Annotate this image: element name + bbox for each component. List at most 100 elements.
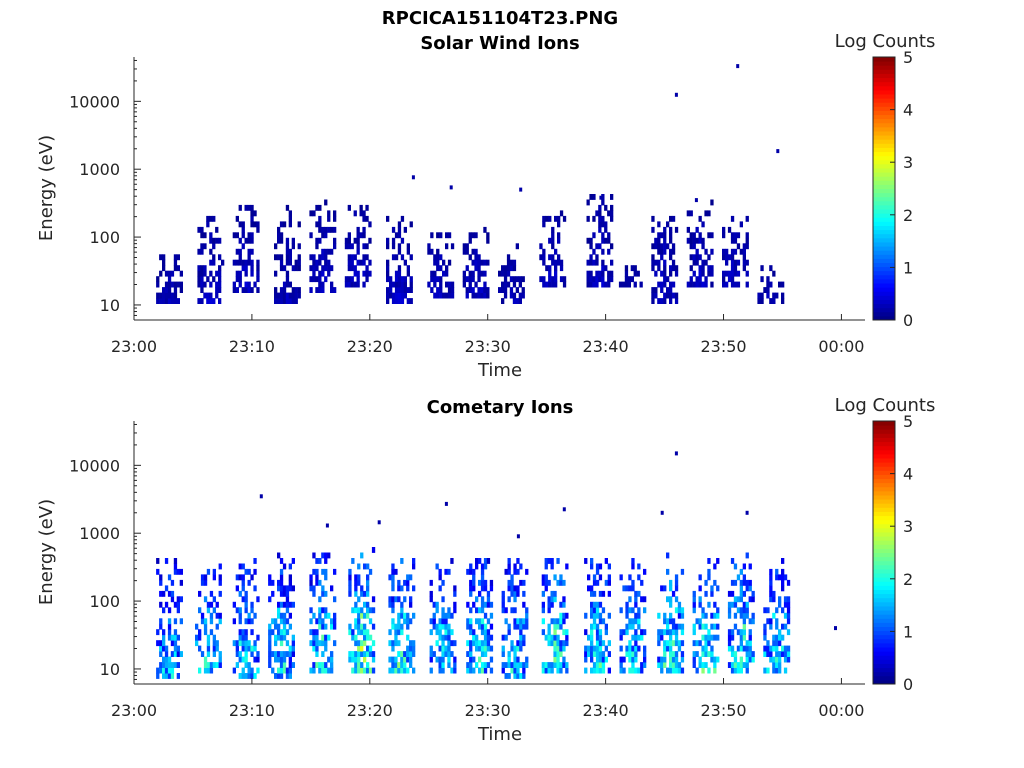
panel2-cell — [769, 568, 773, 575]
panel1-cell — [403, 226, 407, 233]
panel1-cell — [282, 265, 287, 272]
panel1-cell — [698, 237, 702, 244]
panel2-burst — [429, 558, 457, 674]
panel1-cell — [285, 281, 290, 288]
panel1-cell — [601, 265, 605, 272]
panel1-cell — [232, 232, 236, 239]
panel2-cell — [716, 585, 720, 592]
panel1-cell — [212, 276, 216, 283]
panel2-cell — [198, 634, 202, 641]
panel2-cell — [736, 662, 741, 668]
panel2-cell — [590, 629, 594, 636]
panel1-title: Solar Wind Ions — [420, 33, 579, 54]
panel1-cell — [218, 237, 222, 244]
panel2-cell — [324, 568, 328, 575]
panel2-cell — [483, 579, 488, 586]
panel1-cell — [400, 215, 405, 222]
panel1-cell — [557, 254, 561, 261]
panel2-cell — [550, 634, 554, 641]
panel2-cell — [739, 640, 743, 647]
panel2-xtick-label: 23:40 — [583, 701, 629, 720]
panel1-cell — [506, 270, 511, 277]
panel2-cell — [590, 563, 594, 570]
panel1-cell — [698, 232, 702, 239]
panel2-cell — [447, 634, 451, 641]
panel2-cell — [478, 667, 482, 674]
panel2-cell — [480, 645, 485, 652]
panel2-cell — [525, 612, 529, 619]
panel2-cell — [453, 585, 457, 592]
panel2-cell — [625, 629, 629, 636]
panel1-cell — [212, 237, 216, 244]
panel2-cell — [775, 651, 779, 657]
panel2-cell — [562, 629, 566, 636]
panel1-cell — [730, 237, 735, 244]
panel2-point — [660, 510, 664, 515]
panel2-cell — [781, 634, 785, 641]
panel2-cell — [176, 673, 180, 679]
panel2-cell — [604, 558, 608, 564]
panel2-cell — [363, 629, 367, 636]
panel2-cell — [584, 558, 588, 564]
panel2-cell — [480, 618, 485, 625]
panel2-cell — [412, 558, 416, 564]
panel2-cell — [769, 651, 773, 657]
panel2-cell — [409, 656, 413, 663]
panel2-cell — [429, 590, 433, 597]
panel1-point — [694, 198, 698, 203]
panel1-cell — [695, 254, 699, 261]
panel2-cell — [598, 651, 603, 657]
panel2-cell — [786, 645, 791, 652]
panel2-cell — [354, 651, 358, 657]
panel2-burst — [195, 563, 222, 674]
panel2-cell — [778, 640, 782, 647]
panel2-cell — [400, 662, 404, 668]
panel2-cell — [592, 645, 597, 652]
panel1-cell — [601, 281, 605, 288]
panel1-cell — [695, 259, 699, 266]
panel2-colorbar-step — [873, 638, 895, 644]
panel1-cell — [282, 292, 287, 299]
panel2-cell — [315, 645, 319, 652]
panel1-cell — [333, 226, 337, 233]
panel2-cell — [475, 634, 479, 641]
panel1-cell — [218, 276, 222, 283]
panel2-cell — [547, 558, 551, 564]
panel2-cell — [541, 590, 545, 597]
panel2-cell — [559, 612, 563, 619]
panel2-cell — [209, 612, 214, 619]
panel2-cell — [324, 634, 328, 641]
panel1-cell — [347, 232, 351, 239]
panel1-cell — [386, 259, 390, 266]
panel1-cell — [321, 287, 325, 293]
panel2-cell — [643, 568, 647, 575]
panel1-cell — [521, 287, 525, 293]
panel2-cell — [660, 629, 664, 636]
panel1-cell — [462, 248, 466, 255]
panel2-cell — [315, 651, 319, 657]
panel2-cell — [507, 673, 511, 679]
panel1-cell — [347, 243, 351, 250]
panel1-cell — [433, 281, 437, 288]
panel2-colorbar-tick-label: 4 — [903, 465, 913, 484]
panel1-colorbar-step — [873, 278, 895, 284]
panel2-cell — [397, 623, 401, 630]
panel2-cell — [486, 629, 491, 636]
panel2-cell — [309, 629, 313, 636]
panel2-cell — [164, 585, 169, 592]
panel2-cell — [745, 601, 749, 608]
panel2-colorbar-step — [873, 437, 895, 443]
panel2-colorbar-step — [873, 675, 895, 681]
panel2-cell — [212, 634, 216, 641]
panel2-cell — [391, 645, 395, 652]
panel2-cell — [595, 629, 600, 636]
panel1-cell — [397, 232, 402, 239]
panel2-cell — [466, 623, 470, 630]
panel2-cell — [598, 656, 603, 663]
panel2-cell — [522, 673, 526, 679]
panel2-cell — [559, 623, 563, 630]
panel1-xtick-label: 23:30 — [465, 337, 511, 356]
panel2-cell — [775, 667, 779, 674]
panel2-cell — [590, 651, 594, 657]
panel1-cell — [598, 276, 602, 283]
